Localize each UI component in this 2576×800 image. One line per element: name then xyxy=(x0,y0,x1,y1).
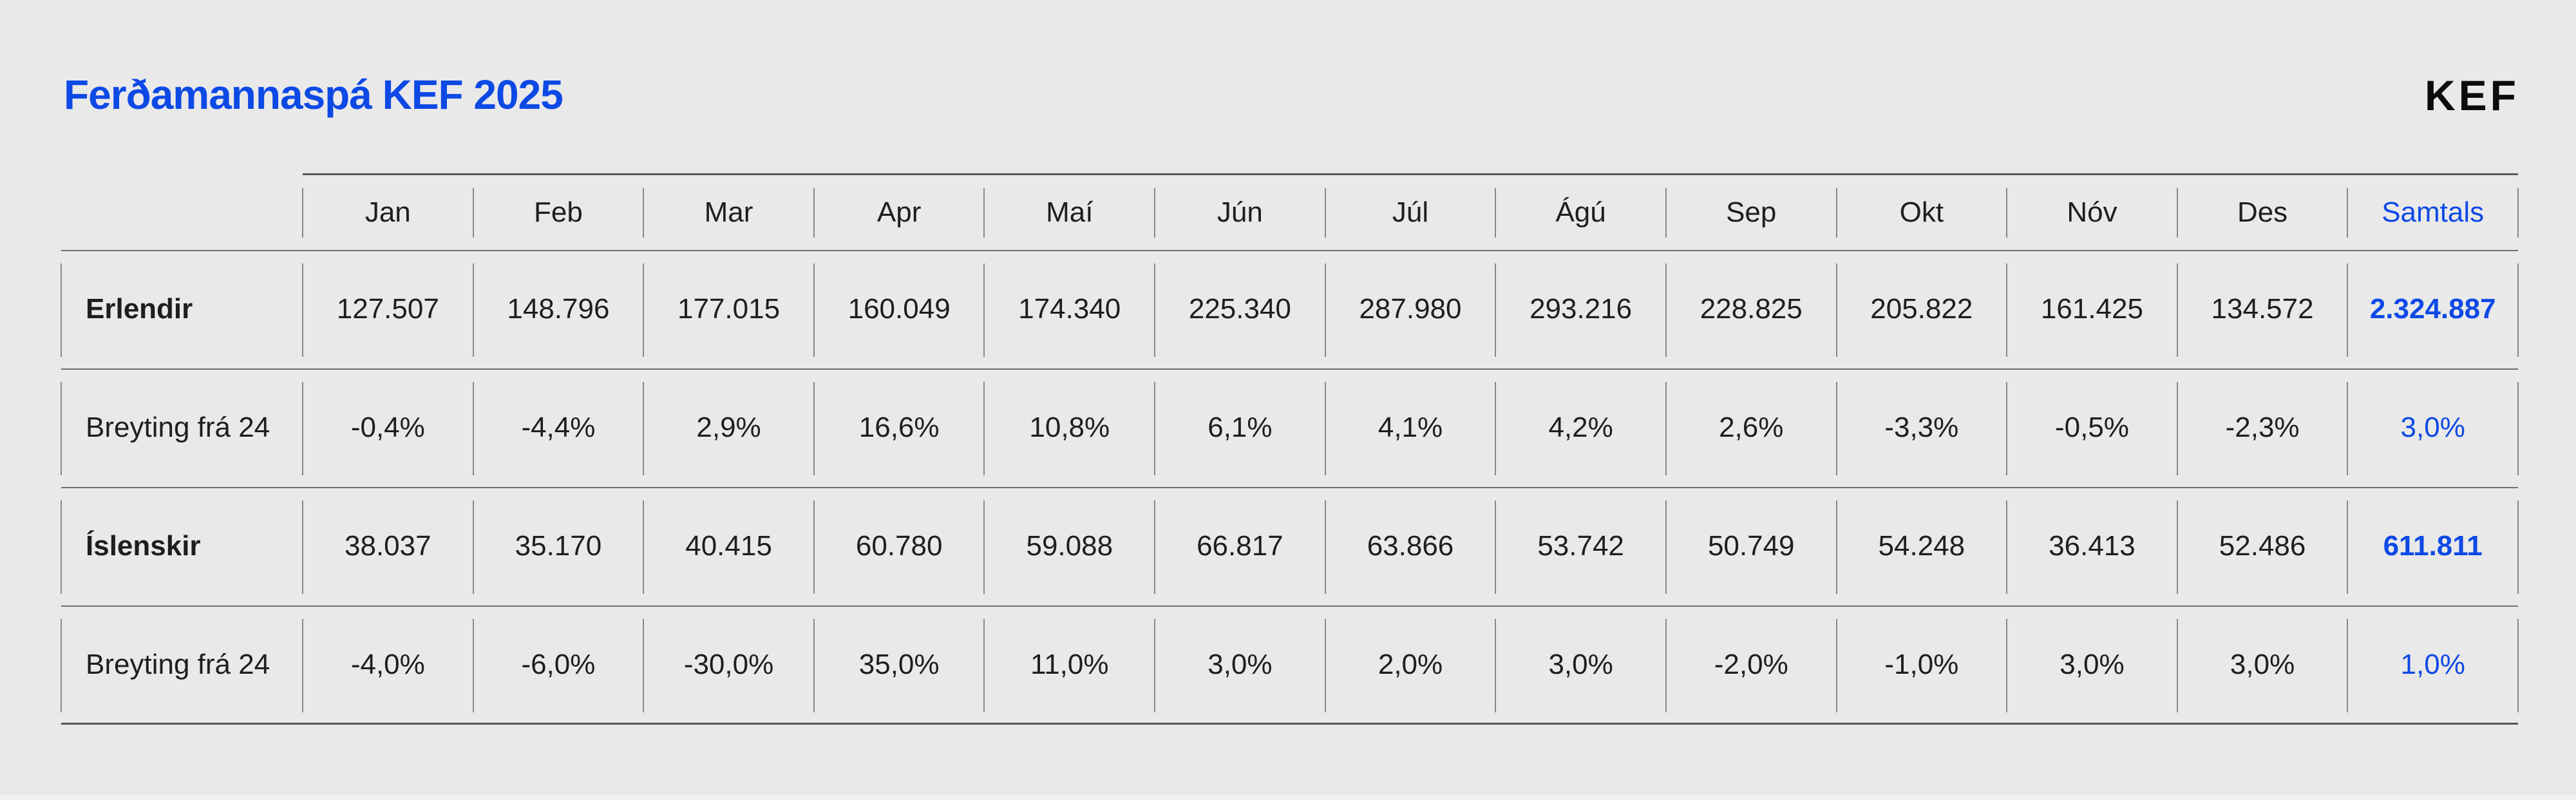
table-row-breyting-erlendir: Breyting frá 24 -0,4% -4,4% 2,9% 16,6% 1… xyxy=(61,368,2519,487)
bottom-edge-strip xyxy=(0,795,2576,800)
value-cell: 10,8% xyxy=(983,368,1155,487)
value-cell: -0,4% xyxy=(302,368,473,487)
value-cell: 36.413 xyxy=(2006,487,2177,605)
table-divider xyxy=(61,250,2518,251)
table-top-border xyxy=(303,173,2518,175)
header-cell-month: Jan xyxy=(302,175,473,250)
table-row-erlendir: Erlendir 127.507 148.796 177.015 160.049… xyxy=(61,250,2519,368)
table-row-islenskir: Íslenskir 38.037 35.170 40.415 60.780 59… xyxy=(61,487,2519,605)
value-cell: -1,0% xyxy=(1835,605,2007,724)
header-cell-empty xyxy=(61,175,303,250)
value-cell: 60.780 xyxy=(813,487,985,605)
value-cell: 35.170 xyxy=(472,487,644,605)
header-cell-month: Okt xyxy=(1835,175,2007,250)
value-cell: 134.572 xyxy=(2176,250,2348,368)
total-cell: 3,0% xyxy=(2347,368,2519,487)
kef-logo: KEF xyxy=(2425,71,2519,119)
value-cell: 174.340 xyxy=(983,250,1155,368)
value-cell: -2,0% xyxy=(1665,605,1837,724)
value-cell: 52.486 xyxy=(2176,487,2348,605)
header-cell-month: Maí xyxy=(983,175,1155,250)
forecast-table: Jan Feb Mar Apr Maí Jún Júl Ágú Sep Okt … xyxy=(61,173,2519,725)
value-cell: 228.825 xyxy=(1665,250,1837,368)
value-cell: -4,4% xyxy=(472,368,644,487)
value-cell: -3,3% xyxy=(1835,368,2007,487)
value-cell: 3,0% xyxy=(1495,605,1666,724)
header-cell-month: Ágú xyxy=(1495,175,1666,250)
value-cell: 161.425 xyxy=(2006,250,2177,368)
value-cell: 2,0% xyxy=(1324,605,1496,724)
value-cell: 287.980 xyxy=(1324,250,1496,368)
row-label: Erlendir xyxy=(61,250,303,368)
header-cell-samtals: Samtals xyxy=(2347,175,2519,250)
value-cell: -6,0% xyxy=(472,605,644,724)
table-bottom-border xyxy=(61,723,2518,725)
value-cell: 205.822 xyxy=(1835,250,2007,368)
value-cell: 6,1% xyxy=(1154,368,1325,487)
value-cell: 11,0% xyxy=(983,605,1155,724)
header-cell-month: Feb xyxy=(472,175,644,250)
header-cell-month: Des xyxy=(2176,175,2348,250)
row-label: Breyting frá 24 xyxy=(61,368,303,487)
value-cell: 35,0% xyxy=(813,605,985,724)
value-cell: 3,0% xyxy=(2176,605,2348,724)
value-cell: 148.796 xyxy=(472,250,644,368)
value-cell: 225.340 xyxy=(1154,250,1325,368)
table-divider xyxy=(61,605,2518,607)
value-cell: 127.507 xyxy=(302,250,473,368)
header-cell-month: Jún xyxy=(1154,175,1325,250)
table-divider xyxy=(61,487,2518,488)
row-label: Íslenskir xyxy=(61,487,303,605)
value-cell: 50.749 xyxy=(1665,487,1837,605)
value-cell: 63.866 xyxy=(1324,487,1496,605)
value-cell: -2,3% xyxy=(2176,368,2348,487)
header-cell-month: Apr xyxy=(813,175,985,250)
value-cell: -0,5% xyxy=(2006,368,2177,487)
header-cell-month: Nóv xyxy=(2006,175,2177,250)
value-cell: -4,0% xyxy=(302,605,473,724)
header-cell-month: Sep xyxy=(1665,175,1837,250)
table-row-breyting-islenskir: Breyting frá 24 -4,0% -6,0% -30,0% 35,0%… xyxy=(61,605,2519,724)
value-cell: 40.415 xyxy=(643,487,814,605)
value-cell: 3,0% xyxy=(2006,605,2177,724)
value-cell: 3,0% xyxy=(1154,605,1325,724)
table-divider xyxy=(61,368,2518,370)
header-cell-month: Mar xyxy=(643,175,814,250)
value-cell: 54.248 xyxy=(1835,487,2007,605)
value-cell: 38.037 xyxy=(302,487,473,605)
value-cell: 53.742 xyxy=(1495,487,1666,605)
table-header-row: Jan Feb Mar Apr Maí Jún Júl Ágú Sep Okt … xyxy=(61,175,2519,250)
value-cell: 59.088 xyxy=(983,487,1155,605)
value-cell: 4,2% xyxy=(1495,368,1666,487)
total-cell: 611.811 xyxy=(2347,487,2519,605)
value-cell: 4,1% xyxy=(1324,368,1496,487)
value-cell: -30,0% xyxy=(643,605,814,724)
value-cell: 16,6% xyxy=(813,368,985,487)
value-cell: 2,6% xyxy=(1665,368,1837,487)
value-cell: 2,9% xyxy=(643,368,814,487)
total-cell: 2.324.887 xyxy=(2347,250,2519,368)
header-cell-month: Júl xyxy=(1324,175,1496,250)
value-cell: 66.817 xyxy=(1154,487,1325,605)
page-title: Ferðamannaspá KEF 2025 xyxy=(64,71,564,118)
total-cell: 1,0% xyxy=(2347,605,2519,724)
row-label: Breyting frá 24 xyxy=(61,605,303,724)
value-cell: 177.015 xyxy=(643,250,814,368)
value-cell: 160.049 xyxy=(813,250,985,368)
value-cell: 293.216 xyxy=(1495,250,1666,368)
